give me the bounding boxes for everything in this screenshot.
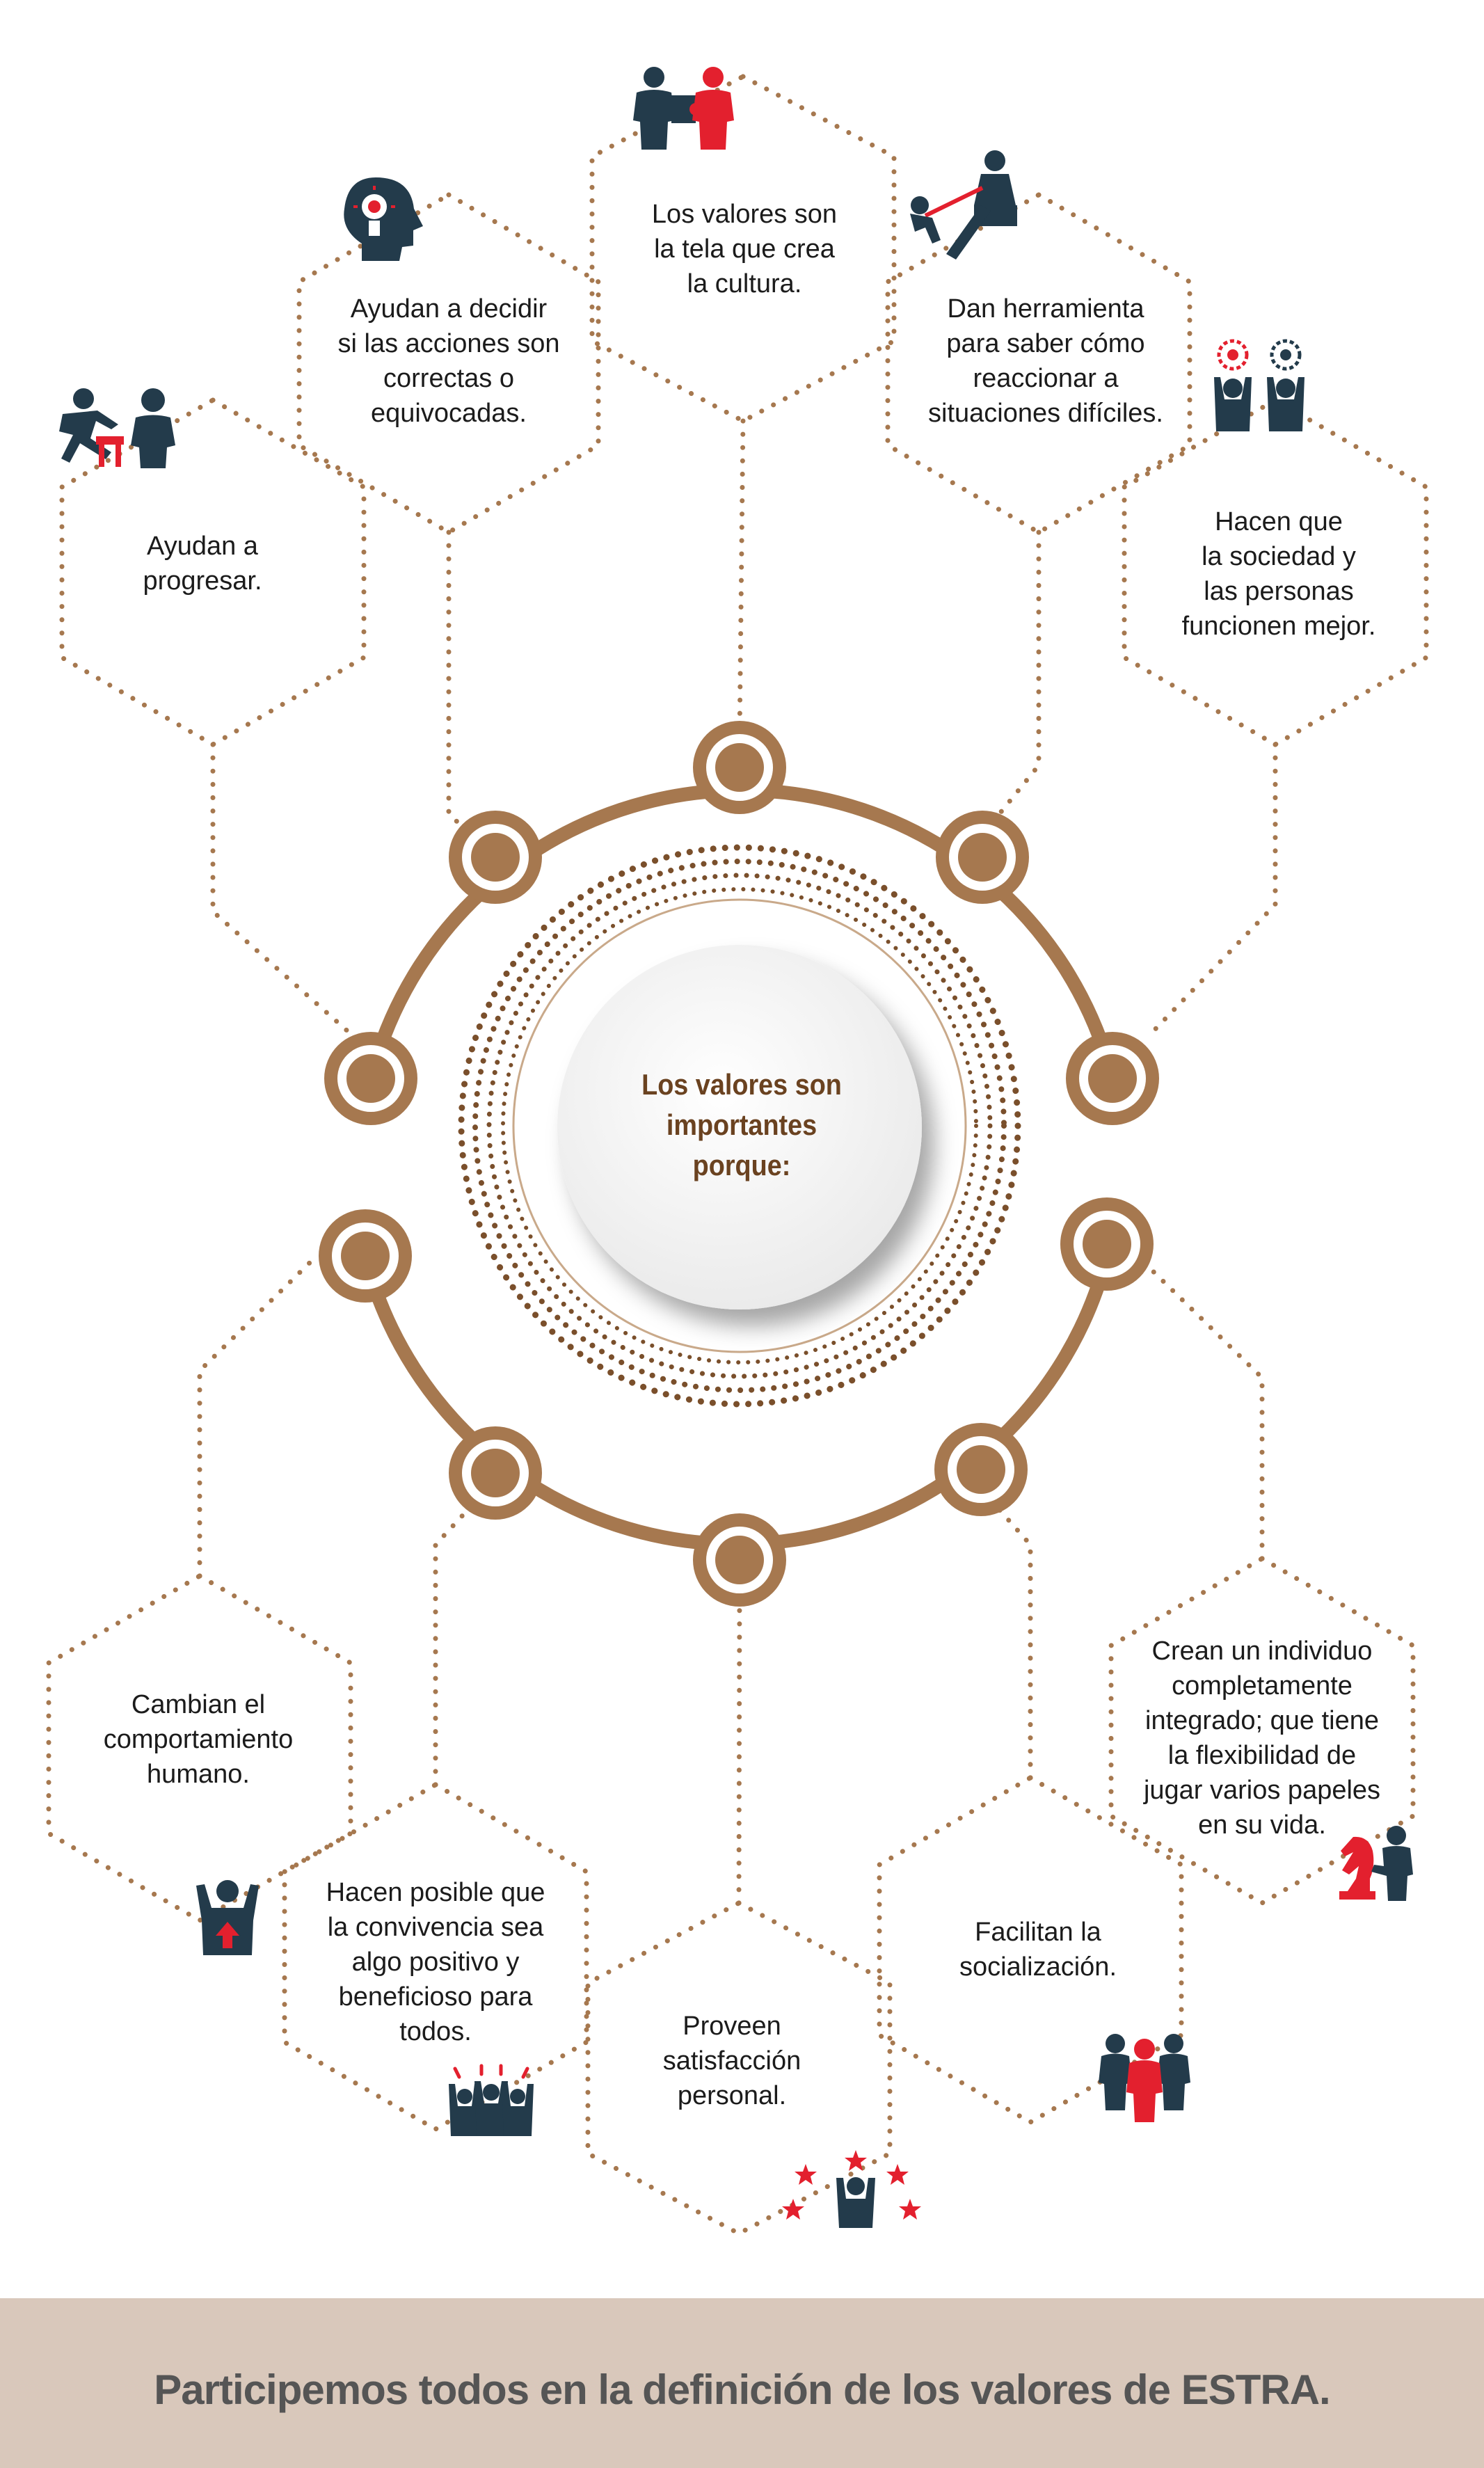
star-person-icon xyxy=(782,2150,921,2228)
helping-hand-icon xyxy=(910,150,1017,260)
ring-node-individuo xyxy=(1060,1197,1154,1291)
ring-node-satisfaccion xyxy=(693,1513,786,1607)
ring-node-cultura xyxy=(693,721,786,814)
cheering-group-icon xyxy=(449,2064,534,2136)
footer-text: Participemos todos en la definición de l… xyxy=(154,2366,1330,2413)
hexagon-comportamiento xyxy=(46,1573,353,1924)
reason-progresar: Ayudan a progresar. xyxy=(143,532,262,596)
ring-node-decidir xyxy=(449,811,542,904)
reason-herramienta: Dan herramienta para saber cómo reaccion… xyxy=(928,294,1163,428)
hexagon-decidir xyxy=(296,191,601,536)
ring-node-socializacion xyxy=(934,1423,1028,1516)
reason-cultura: Los valores son la tela que crea la cult… xyxy=(651,200,838,298)
reason-decidir: Ayudan a decidir si las acciones son cor… xyxy=(337,294,560,428)
ring-node-progresar xyxy=(324,1032,417,1125)
center-plate xyxy=(557,945,922,1309)
reason-individuo: Crean un individuo completamente integra… xyxy=(1143,1637,1381,1840)
puzzle-people-icon xyxy=(633,67,734,150)
chess-knight-person-icon xyxy=(1339,1826,1413,1901)
team-group-icon xyxy=(1099,2034,1190,2122)
reason-satisfaccion: Proveen satisfacción personal. xyxy=(662,2012,801,2110)
hexagon-cultura xyxy=(589,74,897,424)
center-title: Los valores son importantes porque: xyxy=(641,1068,842,1181)
hexagon-socializacion xyxy=(877,1774,1184,2126)
person-arrow-up-icon xyxy=(196,1880,259,1955)
hexagon-herramienta xyxy=(885,191,1192,536)
reason-convivencia: Hacen posible que la convivencia sea alg… xyxy=(326,1878,545,2046)
inner-thin-ring xyxy=(512,898,967,1353)
ring-nodes xyxy=(319,721,1159,1607)
footer-band xyxy=(0,2298,1484,2468)
ring-node-comportamiento xyxy=(319,1209,412,1303)
hurdle-jump-icon xyxy=(59,388,175,468)
hexagon-satisfaccion xyxy=(585,1900,893,2236)
hexagon-individuo xyxy=(1108,1555,1416,1906)
ring-node-sociedad xyxy=(1066,1032,1159,1125)
ring-node-convivencia xyxy=(449,1426,542,1520)
gears-people-icon xyxy=(1214,339,1305,431)
hexagon-convivencia xyxy=(282,1781,589,2133)
reason-sociedad: Hacen que la sociedad y las personas fun… xyxy=(1181,507,1376,641)
reason-comportamiento: Cambian el comportamiento humano. xyxy=(103,1690,294,1789)
head-lightbulb-icon xyxy=(344,177,423,261)
reason-socializacion: Facilitan la socialización. xyxy=(959,1918,1117,1982)
ring-node-herramienta xyxy=(936,811,1029,904)
